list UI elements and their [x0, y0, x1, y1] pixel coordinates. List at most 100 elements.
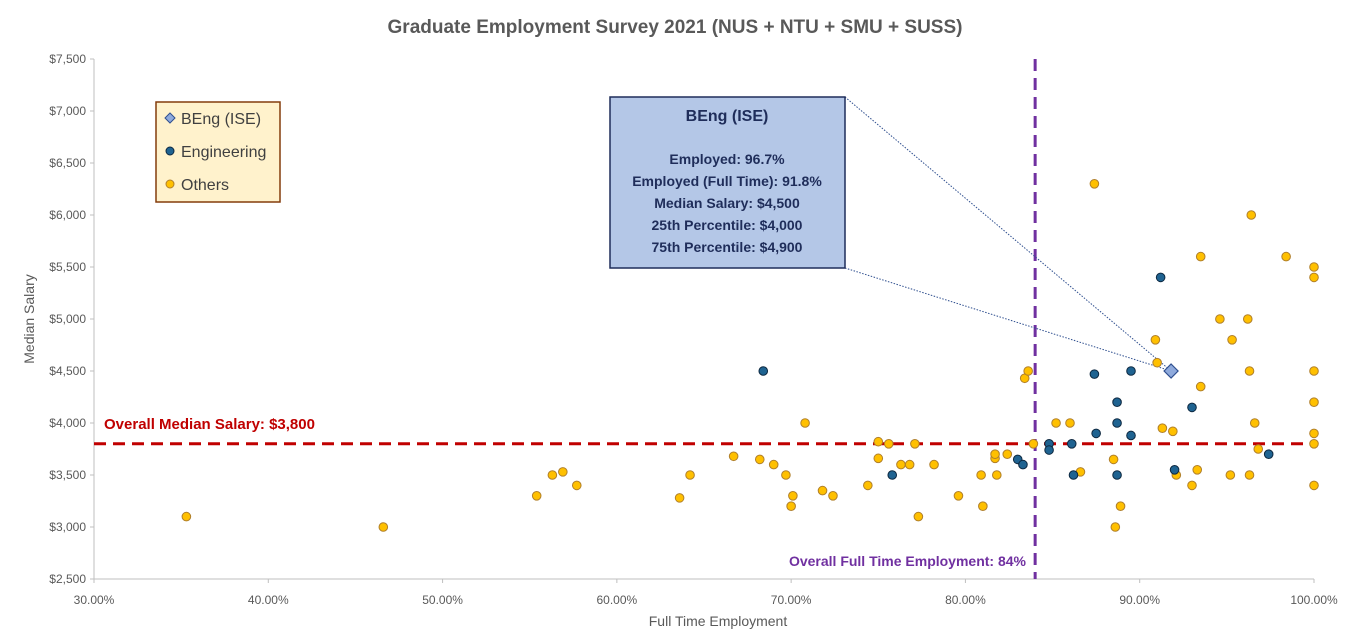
- data-point-others: [531, 491, 542, 501]
- data-point-others: [1065, 418, 1075, 428]
- data-point-others: [786, 501, 796, 512]
- legend: BEng (ISE) Engineering Others: [155, 101, 281, 203]
- data-point-others: [1150, 335, 1161, 345]
- data-point-others: [685, 470, 695, 480]
- data-point-others: [1309, 366, 1319, 376]
- data-point-others: [1309, 397, 1319, 408]
- x-tick-label: 100.00%: [1290, 593, 1338, 607]
- data-point-others: [873, 453, 884, 464]
- data-point-engineering: [1112, 397, 1122, 408]
- data-point-others: [1108, 454, 1119, 465]
- x-tick-label: 80.00%: [945, 593, 986, 607]
- data-point-others: [1187, 480, 1197, 491]
- data-point-engineering: [1263, 449, 1274, 460]
- data-point-others: [571, 480, 582, 491]
- data-point-others: [1051, 418, 1061, 428]
- data-point-others: [1246, 210, 1257, 220]
- legend-engineering-dot-icon: [165, 146, 175, 156]
- legend-entry-beng-ise: BEng (ISE): [181, 111, 261, 128]
- data-point-engineering: [1155, 272, 1166, 283]
- data-point-others: [1089, 179, 1100, 189]
- data-point-others: [558, 467, 568, 477]
- data-point-others: [1309, 439, 1319, 449]
- data-point-engineering: [1018, 459, 1028, 470]
- data-point-others: [728, 451, 739, 462]
- y-tick-label: $4,500: [49, 364, 86, 378]
- callout-75th-percentile: 75th Percentile: $4,900: [652, 239, 803, 255]
- data-point-engineering: [1068, 470, 1079, 480]
- y-tick-label: $5,000: [49, 312, 86, 326]
- callout-box: [609, 96, 846, 269]
- data-point-others: [800, 418, 810, 428]
- data-point-others: [883, 439, 894, 449]
- y-tick-label: $4,000: [49, 416, 86, 430]
- x-tick-label: 30.00%: [74, 593, 115, 607]
- data-point-engineering: [1112, 418, 1122, 428]
- data-point-others: [1253, 444, 1264, 454]
- data-point-others: [896, 459, 906, 470]
- data-point-engineering: [1112, 470, 1122, 480]
- data-point-others: [817, 485, 828, 496]
- data-point-others: [863, 480, 873, 491]
- data-point-engineering: [1066, 439, 1077, 449]
- y-tick-label: $3,500: [49, 468, 86, 482]
- median-salary-reference-label: Overall Median Salary: $3,800: [104, 416, 315, 433]
- y-tick-group: $2,500 $3,000 $3,500 $4,000 $4,500 $5,000 $5,5…: [49, 52, 94, 586]
- data-point-others: [1152, 357, 1162, 368]
- data-points: [181, 179, 1319, 532]
- data-point-engineering: [1091, 428, 1101, 439]
- data-point-others: [1002, 449, 1013, 460]
- data-point-others: [1309, 428, 1319, 439]
- data-point-engineering: [1044, 445, 1054, 455]
- x-axis-title: Full Time Employment: [649, 613, 788, 629]
- data-point-others: [953, 491, 964, 501]
- data-point-others: [1157, 423, 1168, 434]
- data-point-others: [1244, 366, 1255, 376]
- callout-title: BEng (ISE): [686, 108, 769, 125]
- y-tick-label: $3,000: [49, 520, 86, 534]
- data-point-others: [754, 454, 765, 465]
- y-tick-label: $5,500: [49, 260, 86, 274]
- callout-employed: Employed: 96.7%: [669, 151, 785, 167]
- y-tick-label: $7,500: [49, 52, 86, 66]
- data-point-others: [910, 439, 920, 449]
- y-tick-label: $6,500: [49, 156, 86, 170]
- data-point-others: [1023, 366, 1033, 376]
- full-time-employment-reference-label: Overall Full Time Employment: 84%: [789, 553, 1027, 569]
- data-point-others: [1244, 470, 1255, 480]
- data-point-others: [1225, 470, 1236, 480]
- y-tick-label: $7,000: [49, 104, 86, 118]
- callout-leader-line-top: [844, 96, 1172, 372]
- data-point-others: [781, 470, 791, 480]
- data-point-others: [1215, 314, 1225, 324]
- data-point-engineering: [1126, 366, 1136, 376]
- x-tick-label: 40.00%: [248, 593, 289, 607]
- data-point-beng-ise: [1163, 363, 1179, 379]
- y-axis-title: Median Salary: [21, 274, 37, 364]
- data-point-others: [990, 449, 1000, 460]
- data-point-others: [1249, 418, 1260, 428]
- data-point-engineering: [887, 470, 898, 480]
- data-point-others: [1110, 522, 1121, 532]
- data-point-others: [1195, 381, 1206, 392]
- x-tick-label: 70.00%: [771, 593, 812, 607]
- legend-box: [155, 101, 281, 203]
- data-point-engineering: [1169, 465, 1180, 475]
- data-point-others: [978, 501, 988, 512]
- data-point-others: [788, 491, 798, 501]
- x-tick-label: 50.00%: [422, 593, 463, 607]
- callout-25th-percentile: 25th Percentile: $4,000: [652, 217, 803, 233]
- data-point-others: [1227, 335, 1237, 345]
- data-point-others: [1309, 480, 1319, 491]
- data-point-others: [1281, 251, 1291, 262]
- data-point-others: [181, 511, 192, 522]
- legend-entry-engineering: Engineering: [181, 144, 266, 161]
- data-point-others: [992, 470, 1002, 480]
- data-point-others: [1168, 426, 1178, 437]
- data-point-others: [547, 470, 558, 480]
- data-point-others: [674, 493, 685, 503]
- data-point-others: [1028, 439, 1039, 449]
- data-point-engineering: [1126, 430, 1136, 441]
- data-point-others: [1115, 501, 1126, 512]
- legend-others-dot-icon: [165, 179, 175, 189]
